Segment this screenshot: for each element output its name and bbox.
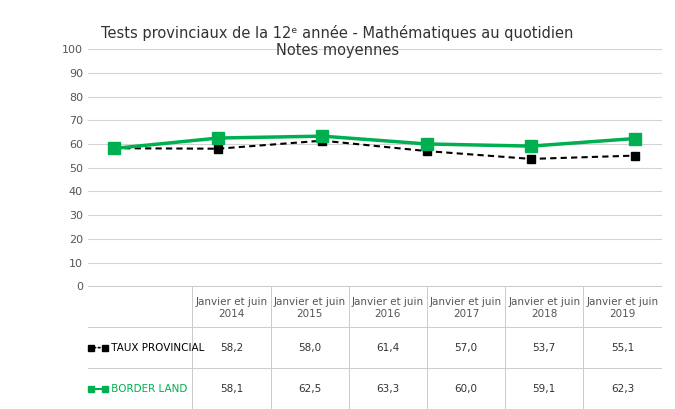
Text: 62,3: 62,3 — [611, 384, 634, 393]
Text: BORDER LAND: BORDER LAND — [108, 384, 188, 393]
Text: 60,0: 60,0 — [454, 384, 477, 393]
Text: 63,3: 63,3 — [376, 384, 400, 393]
Text: 53,7: 53,7 — [533, 343, 556, 353]
Text: 58,2: 58,2 — [220, 343, 243, 353]
Text: Janvier et juin: Janvier et juin — [430, 297, 502, 307]
Text: 2019: 2019 — [610, 309, 636, 319]
Text: 2018: 2018 — [531, 309, 558, 319]
Text: 61,4: 61,4 — [376, 343, 400, 353]
Text: Janvier et juin: Janvier et juin — [352, 297, 424, 307]
Text: 58,0: 58,0 — [298, 343, 321, 353]
Text: 2015: 2015 — [296, 309, 323, 319]
Text: Janvier et juin: Janvier et juin — [195, 297, 267, 307]
Text: 2017: 2017 — [453, 309, 479, 319]
Text: Janvier et juin: Janvier et juin — [508, 297, 580, 307]
Text: 62,5: 62,5 — [298, 384, 321, 393]
Text: 58,1: 58,1 — [220, 384, 243, 393]
Text: TAUX PROVINCIAL: TAUX PROVINCIAL — [108, 343, 205, 353]
Text: Janvier et juin: Janvier et juin — [587, 297, 659, 307]
Text: 2014: 2014 — [218, 309, 244, 319]
Text: Janvier et juin: Janvier et juin — [273, 297, 346, 307]
Text: 57,0: 57,0 — [454, 343, 478, 353]
Text: 2016: 2016 — [375, 309, 401, 319]
Text: 55,1: 55,1 — [611, 343, 634, 353]
Text: Tests provinciaux de la 12ᵉ année - Mathématiques au quotidien
Notes moyennes: Tests provinciaux de la 12ᵉ année - Math… — [101, 25, 574, 58]
Text: 59,1: 59,1 — [533, 384, 556, 393]
